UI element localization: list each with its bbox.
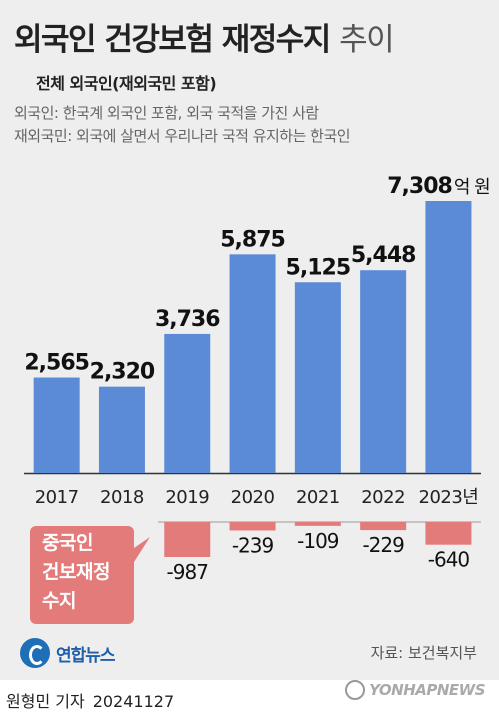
- bar-value-label-2023년: 7,308 억 원: [387, 174, 489, 199]
- bar-value-label-2021: 5,125: [286, 255, 351, 280]
- note-overseas-korean: 재외국민: 외국에 살면서 우리나라 국적 유지하는 한국인: [14, 127, 351, 145]
- bar-value-label-2017: 2,565: [24, 351, 89, 376]
- neg-value-label-2021: -109: [297, 529, 339, 553]
- watermark-text: YONHAPNEWS: [369, 681, 485, 699]
- yonhapnews-watermark: YONHAPNEWS: [345, 680, 485, 700]
- neg-bar-2022: [360, 522, 407, 531]
- neg-value-label-2022: -229: [362, 533, 404, 557]
- china-callout-label: 중국인 건보재정 수지: [30, 526, 134, 624]
- x-tick-2017: 2017: [35, 487, 79, 508]
- neg-bar-2021: [294, 522, 341, 526]
- byline: 원형민 기자 20241127: [6, 688, 174, 712]
- yonhap-logo: 연합뉴스: [20, 638, 116, 668]
- x-tick-2021: 2021: [296, 487, 340, 508]
- bar-value-label-2020: 5,875: [220, 227, 285, 252]
- x-tick-2023년: 2023년: [419, 487, 479, 508]
- neg-bar-2023년: [425, 522, 472, 545]
- x-tick-2020: 2020: [231, 487, 275, 508]
- unit-label: 억 원: [454, 177, 490, 198]
- watermark-icon: [345, 680, 366, 700]
- x-tick-2022: 2022: [361, 487, 405, 508]
- bar-value-label-2022: 5,448: [351, 243, 416, 268]
- bar-value-label-2018: 2,320: [90, 360, 155, 385]
- bar-2022: [360, 270, 407, 473]
- neg-bar-2020: [229, 522, 276, 531]
- note-foreigner: 외국인: 한국계 외국인 포함, 외국 국적을 가진 사람: [14, 104, 319, 122]
- callout-line-1: 중국인: [42, 532, 93, 554]
- chart-title: 외국인 건강보험 재정수지 추이: [14, 14, 395, 59]
- bar-2023년: [425, 201, 472, 473]
- source-note: 자료: 보건복지부: [370, 644, 477, 662]
- byline-author: 원형민 기자: [6, 692, 85, 711]
- neg-bar-2019: [164, 522, 211, 557]
- byline-date: 20241127: [92, 692, 175, 711]
- x-tick-2018: 2018: [100, 487, 144, 508]
- callout-line-3: 수지: [42, 590, 76, 612]
- neg-value-label-2019: -987: [167, 560, 209, 584]
- neg-value-label-2023년: -640: [428, 548, 470, 572]
- chart-title-light: 추이: [339, 22, 395, 58]
- bar-2020: [229, 254, 276, 473]
- bar-2017: [33, 377, 80, 473]
- chart-subtitle: 전체 외국인(재외국민 포함): [36, 74, 217, 93]
- x-tick-2019: 2019: [165, 487, 209, 508]
- bar-2021: [294, 282, 341, 473]
- bar-chart: 2,565 2017 2,320 2018 3,736 2019 -987 5,875 2020…: [24, 174, 491, 584]
- neg-value-label-2020: -239: [232, 533, 274, 557]
- bar-value-label-2019: 3,736: [155, 307, 220, 332]
- bar-2019: [164, 333, 211, 473]
- bar-2018: [98, 386, 145, 473]
- callout-line-2: 건보재정: [42, 561, 110, 583]
- callout-pointer: [134, 537, 150, 562]
- yonhap-logo-text: 연합뉴스: [56, 645, 116, 666]
- chart-title-main: 외국인 건강보험 재정수지: [14, 22, 331, 58]
- yonhap-logo-icon: [20, 638, 50, 668]
